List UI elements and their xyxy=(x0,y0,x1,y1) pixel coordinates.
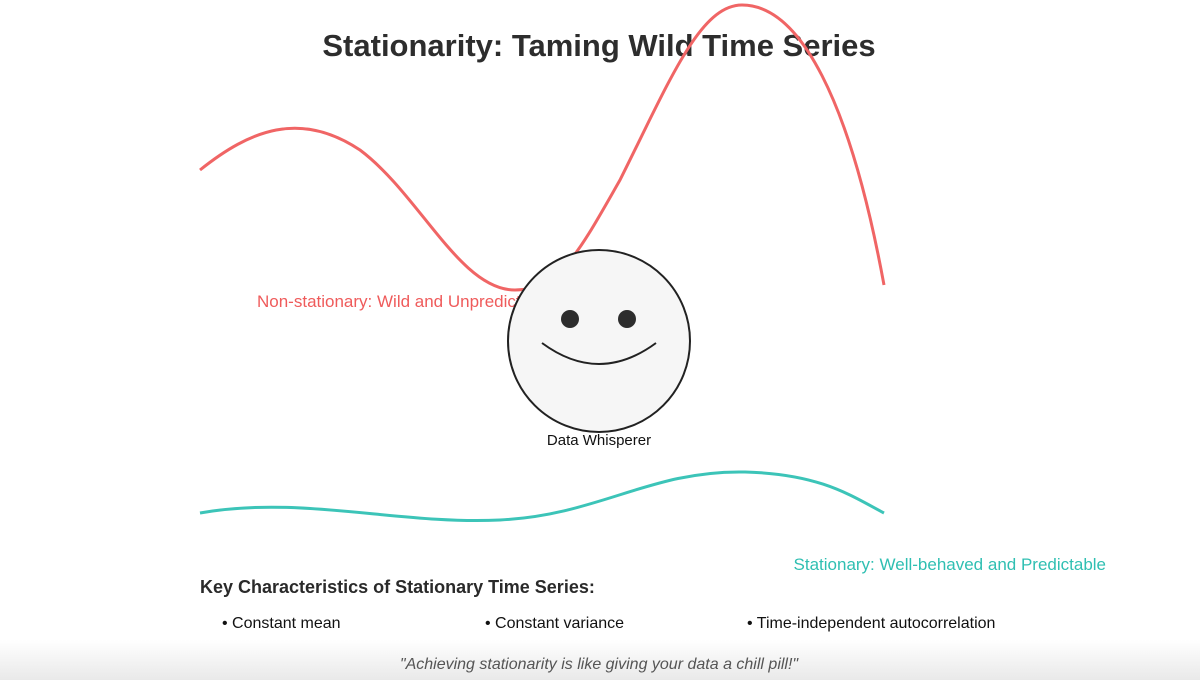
characteristics-heading: Key Characteristics of Stationary Time S… xyxy=(200,577,595,597)
characteristic-item: • Constant variance xyxy=(485,615,624,632)
stationary-curve xyxy=(199,470,885,523)
smiley-face xyxy=(507,249,691,433)
quote: "Achieving stationarity is like giving y… xyxy=(400,656,800,673)
characteristic-item: • Constant mean xyxy=(222,615,341,632)
footer-shade xyxy=(0,640,1200,680)
character-label: Data Whisperer xyxy=(547,432,651,449)
eye xyxy=(618,310,636,328)
non-stationary-curve xyxy=(199,3,886,292)
non-stationary-label: Non-stationary: Wild and Unpredictable xyxy=(257,292,553,311)
characteristic-item: • Time-independent autocorrelation xyxy=(747,615,995,632)
eye xyxy=(561,310,579,328)
face xyxy=(507,249,691,433)
stationary-label: Stationary: Well-behaved and Predictable xyxy=(794,555,1106,574)
smile xyxy=(541,342,657,365)
title: Stationarity: Taming Wild Time Series xyxy=(322,28,875,63)
